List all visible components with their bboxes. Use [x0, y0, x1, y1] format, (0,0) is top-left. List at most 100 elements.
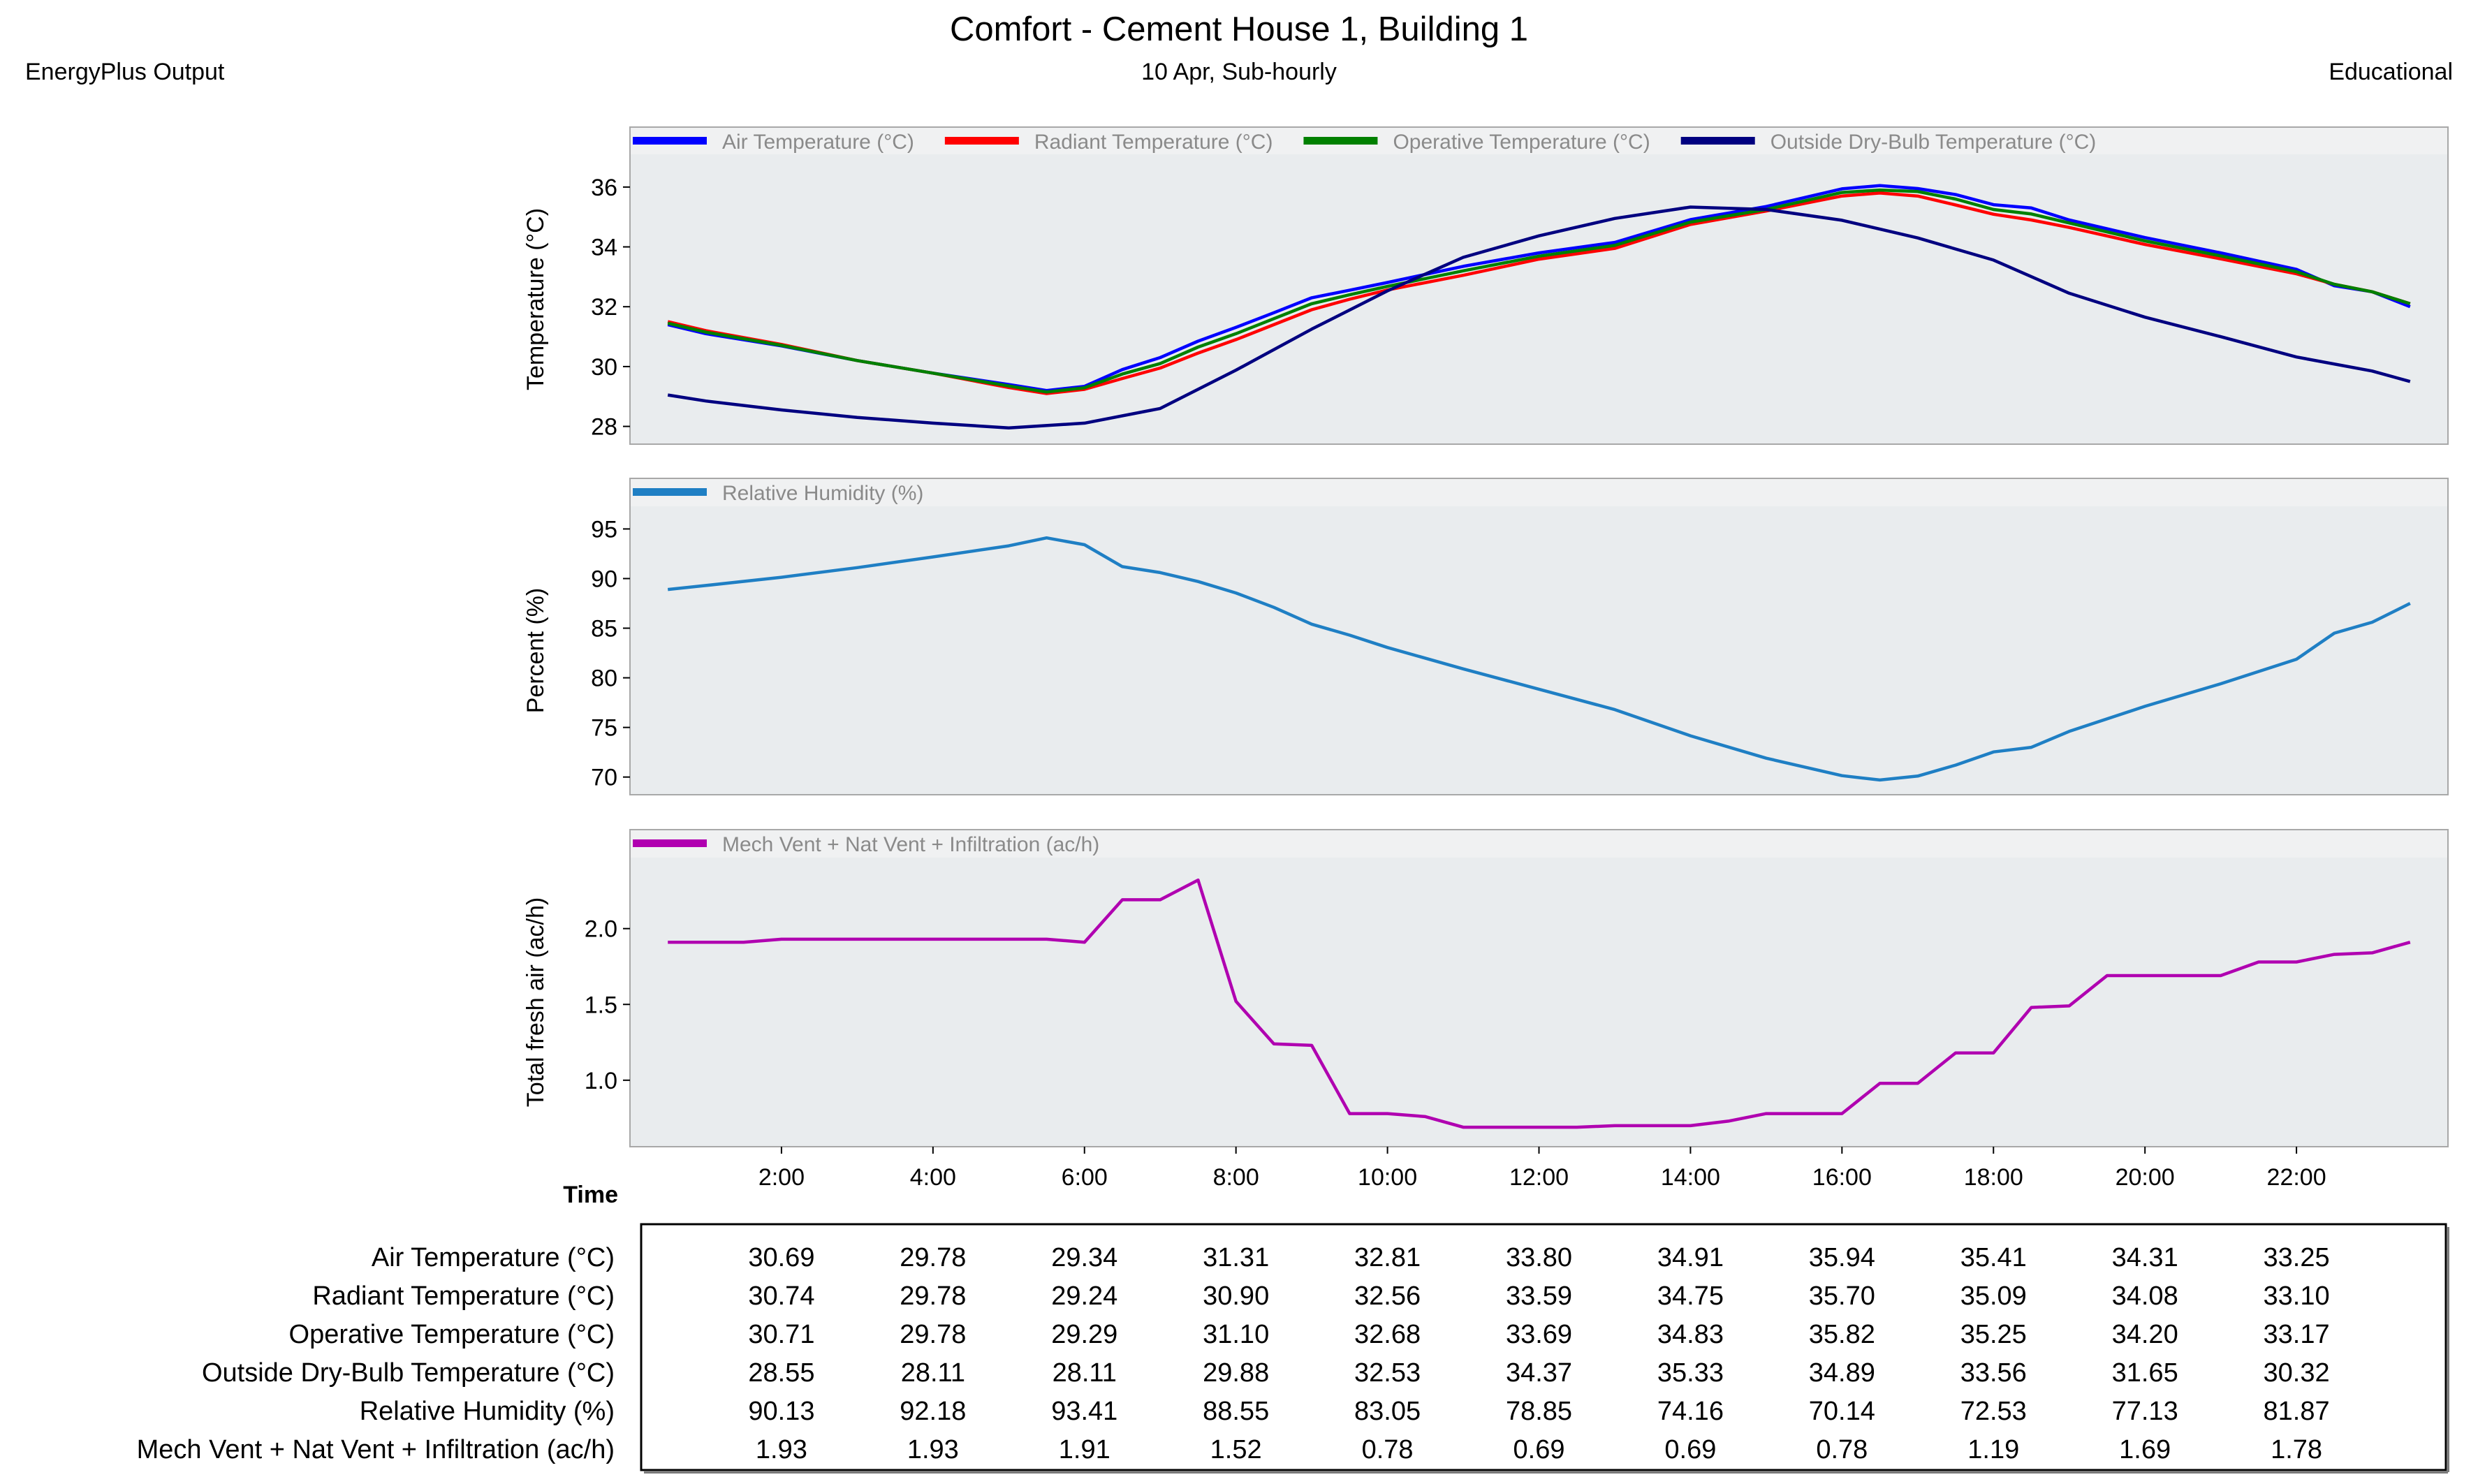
table-cell: 70.14: [1809, 1397, 1875, 1426]
table-cell: 29.24: [1051, 1281, 1117, 1311]
y-tick-label: 28: [591, 414, 617, 441]
x-tick-label: 6:00: [1062, 1164, 1108, 1191]
table-cell: 1.91: [1059, 1435, 1110, 1464]
x-tick-label: 10:00: [1358, 1164, 1417, 1191]
table-cell: 29.34: [1051, 1243, 1117, 1272]
series-line-operative-temperature-c: [667, 188, 2411, 394]
table-cell: 29.78: [900, 1281, 966, 1311]
y-tick-label: 34: [591, 235, 617, 261]
table-row-label: Mech Vent + Nat Vent + Infiltration (ac/…: [137, 1435, 615, 1464]
legend-label-mech-vent-nat-vent-infiltration-ac-h: Mech Vent + Nat Vent + Infiltration (ac/…: [722, 833, 1099, 856]
x-tick-label: 8:00: [1213, 1164, 1259, 1191]
legend-label-radiant-temperature-c: Radiant Temperature (°C): [1034, 131, 1273, 154]
table-cell: 30.71: [748, 1320, 814, 1349]
table-cell: 90.13: [748, 1397, 814, 1426]
table-cell: 31.10: [1203, 1320, 1269, 1349]
y-axis-label: Temperature (°C): [522, 208, 549, 390]
legend-swatch: [633, 488, 707, 496]
y-tick-label: 90: [591, 566, 617, 592]
table-row-label: Operative Temperature (°C): [289, 1320, 615, 1349]
plot-area: [631, 154, 2447, 443]
table-cell: 34.89: [1809, 1358, 1875, 1388]
table-cell: 34.31: [2112, 1243, 2178, 1272]
table-cell: 74.16: [1657, 1397, 1724, 1426]
table-cell: 35.25: [1960, 1320, 2027, 1349]
table-cell: 1.93: [907, 1435, 959, 1464]
chart-panel-2: [623, 478, 2449, 795]
y-tick-label: 2.0: [585, 916, 617, 943]
chart-panel-3: [623, 829, 2449, 1147]
table-cell: 1.93: [756, 1435, 807, 1464]
chart-title: Comfort - Cement House 1, Building 1: [950, 10, 1528, 48]
x-tick-label: 2:00: [758, 1164, 805, 1191]
table-cell: 34.91: [1657, 1243, 1724, 1272]
x-axis-label: Time: [563, 1182, 618, 1208]
source-label: EnergyPlus Output: [25, 59, 225, 85]
table-cell: 30.32: [2264, 1358, 2330, 1388]
y-tick-label: 95: [591, 516, 617, 543]
y-tick-label: 1.0: [585, 1068, 617, 1094]
table-cell: 93.41: [1051, 1397, 1117, 1426]
table-cell: 81.87: [2264, 1397, 2330, 1426]
legend-swatch: [633, 137, 707, 145]
legend-swatch: [944, 137, 1019, 145]
table-cell: 33.25: [2264, 1243, 2330, 1272]
legend-swatch: [1303, 137, 1378, 145]
plot-area: [631, 858, 2447, 1146]
table-cell: 29.78: [900, 1320, 966, 1349]
table-cell: 35.09: [1960, 1281, 2027, 1311]
y-tick-label: 36: [591, 175, 617, 201]
x-tick-label: 18:00: [1964, 1164, 2023, 1191]
x-tick-label: 16:00: [1812, 1164, 1872, 1191]
x-tick-label: 20:00: [2116, 1164, 2175, 1191]
table-row-label: Outside Dry-Bulb Temperature (°C): [202, 1358, 615, 1388]
table-cell: 28.55: [748, 1358, 814, 1388]
table-cell: 1.78: [2271, 1435, 2322, 1464]
table-row-label: Air Temperature (°C): [372, 1243, 615, 1272]
table-cell: 30.69: [748, 1243, 814, 1272]
data-table: [640, 1223, 2449, 1474]
table-cell: 35.94: [1809, 1243, 1875, 1272]
legend-swatch: [1680, 137, 1755, 145]
legend-label-outside-dry-bulb-temperature-c: Outside Dry-Bulb Temperature (°C): [1770, 131, 2097, 154]
table-cell: 35.70: [1809, 1281, 1875, 1311]
table-cell: 34.75: [1657, 1281, 1724, 1311]
table-cell: 1.52: [1210, 1435, 1262, 1464]
table-cell: 34.08: [2112, 1281, 2178, 1311]
y-axis-label: Total fresh air (ac/h): [522, 897, 549, 1107]
table-cell: 0.69: [1664, 1435, 1716, 1464]
table-cell: 77.13: [2112, 1397, 2178, 1426]
y-tick-label: 30: [591, 354, 617, 381]
table-cell: 29.29: [1051, 1320, 1117, 1349]
table-cell: 33.69: [1506, 1320, 1572, 1349]
series-line-relative-humidity: [667, 536, 2411, 782]
table-cell: 35.82: [1809, 1320, 1875, 1349]
x-tick-label: 12:00: [1509, 1164, 1569, 1191]
table-cell: 0.78: [1816, 1435, 1868, 1464]
table-cell: 28.11: [901, 1358, 965, 1388]
edition-label: Educational: [2329, 59, 2453, 85]
table-cell: 32.53: [1354, 1358, 1421, 1388]
legend-swatch: [633, 839, 707, 847]
table-cell: 72.53: [1960, 1397, 2027, 1426]
table-cell: 35.33: [1657, 1358, 1724, 1388]
table-cell: 1.69: [2119, 1435, 2171, 1464]
x-tick-label: 22:00: [2267, 1164, 2326, 1191]
table-cell: 29.88: [1203, 1358, 1269, 1388]
table-cell: 1.19: [1967, 1435, 2019, 1464]
table-cell: 32.68: [1354, 1320, 1421, 1349]
table-cell: 35.41: [1960, 1243, 2027, 1272]
table-cell: 0.78: [1362, 1435, 1414, 1464]
y-tick-label: 32: [591, 294, 617, 321]
table-cell: 30.90: [1203, 1281, 1269, 1311]
table-cell: 83.05: [1354, 1397, 1421, 1426]
series-line-mech-vent-nat-vent-infiltration-ac-h: [668, 878, 2411, 1129]
table-cell: 33.80: [1506, 1243, 1572, 1272]
table-cell: 88.55: [1203, 1397, 1269, 1426]
table-cell: 30.74: [748, 1281, 814, 1311]
table-cell: 0.69: [1513, 1435, 1565, 1464]
table-cell: 28.11: [1053, 1358, 1117, 1388]
chart-panel-1: [623, 126, 2449, 445]
table-row-label: Radiant Temperature (°C): [312, 1281, 615, 1311]
